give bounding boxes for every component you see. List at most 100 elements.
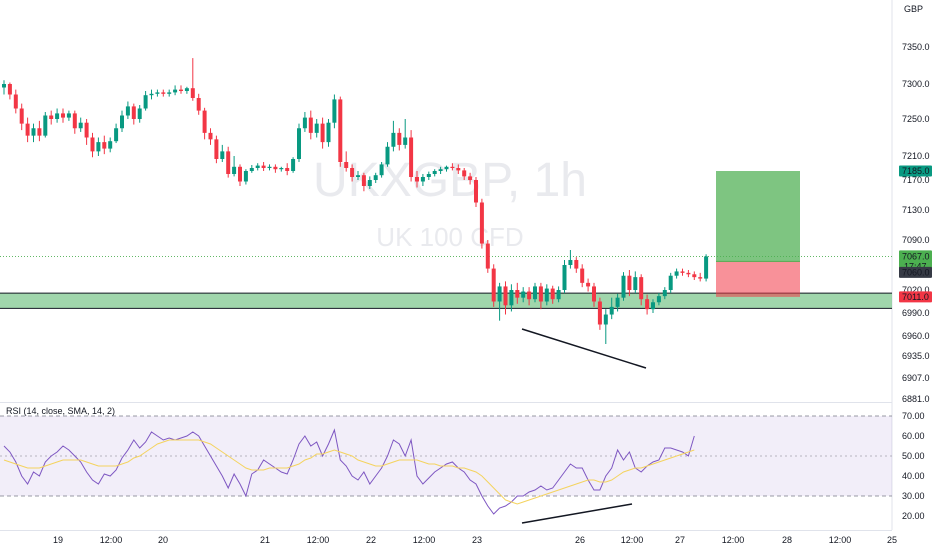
candle-body[interactable]	[562, 265, 567, 290]
candle-body[interactable]	[7, 84, 12, 95]
candle-body[interactable]	[668, 275, 673, 290]
candle-body[interactable]	[426, 174, 431, 177]
candle-body[interactable]	[550, 288, 555, 300]
candle-body[interactable]	[66, 113, 71, 118]
candle-body[interactable]	[568, 260, 573, 265]
candle-body[interactable]	[527, 291, 532, 300]
candle-body[interactable]	[125, 106, 130, 116]
candle-body[interactable]	[31, 128, 36, 136]
support-zone[interactable]	[0, 293, 892, 309]
candle-body[interactable]	[214, 139, 219, 159]
candle-body[interactable]	[196, 98, 201, 111]
candle-body[interactable]	[143, 95, 148, 109]
candle-body[interactable]	[391, 132, 396, 147]
candle-body[interactable]	[297, 128, 301, 159]
candle-body[interactable]	[485, 243, 490, 269]
candle-body[interactable]	[202, 110, 207, 133]
candle-body[interactable]	[332, 99, 337, 123]
candle-body[interactable]	[521, 291, 526, 298]
candle-body[interactable]	[238, 166, 242, 182]
candle-body[interactable]	[232, 166, 237, 174]
candle-body[interactable]	[220, 151, 225, 159]
candle-body[interactable]	[574, 260, 579, 269]
candle-body[interactable]	[279, 168, 284, 170]
candle-body[interactable]	[627, 275, 632, 290]
candle-body[interactable]	[243, 171, 248, 182]
candle-body[interactable]	[273, 166, 278, 170]
candle-body[interactable]	[397, 132, 402, 145]
candle-body[interactable]	[415, 177, 419, 182]
candle-body[interactable]	[61, 113, 65, 118]
candle-body[interactable]	[662, 290, 667, 297]
candle-body[interactable]	[509, 290, 514, 306]
candle-body[interactable]	[84, 122, 89, 138]
candle-body[interactable]	[503, 286, 508, 306]
candle-body[interactable]	[698, 277, 703, 279]
candle-body[interactable]	[444, 166, 449, 170]
candle-body[interactable]	[131, 106, 136, 119]
rsi-divergence-line[interactable]	[521, 503, 633, 524]
candle-body[interactable]	[137, 108, 142, 120]
candle-body[interactable]	[19, 108, 24, 124]
candle-body[interactable]	[633, 277, 638, 290]
candle-body[interactable]	[350, 168, 355, 177]
candle-body[interactable]	[167, 92, 172, 94]
candle-body[interactable]	[556, 290, 561, 300]
candle-body[interactable]	[432, 171, 437, 174]
candle-body[interactable]	[96, 142, 101, 152]
candle-body[interactable]	[474, 180, 478, 203]
long-position-profit-zone[interactable]	[716, 171, 800, 262]
candle-body[interactable]	[373, 175, 378, 180]
candle-body[interactable]	[491, 268, 496, 302]
candle-body[interactable]	[344, 162, 349, 168]
candle-body[interactable]	[149, 93, 154, 96]
candle-body[interactable]	[385, 146, 390, 165]
candle-body[interactable]	[603, 314, 608, 325]
candle-body[interactable]	[326, 122, 331, 143]
candle-body[interactable]	[208, 132, 213, 140]
candle-body[interactable]	[55, 113, 60, 119]
candle-body[interactable]	[120, 115, 124, 129]
candle-body[interactable]	[409, 137, 414, 178]
candle-body[interactable]	[37, 128, 42, 136]
candle-body[interactable]	[680, 271, 685, 273]
candle-body[interactable]	[179, 89, 183, 91]
candle-body[interactable]	[621, 275, 626, 298]
candle-body[interactable]	[456, 168, 461, 171]
candle-body[interactable]	[704, 256, 709, 279]
candle-body[interactable]	[544, 288, 549, 302]
candle-body[interactable]	[184, 88, 189, 91]
candle-body[interactable]	[609, 306, 614, 315]
candle-body[interactable]	[25, 123, 30, 136]
candle-body[interactable]	[114, 128, 119, 142]
candle-body[interactable]	[645, 299, 650, 310]
candle-body[interactable]	[438, 169, 443, 171]
candle-body[interactable]	[597, 301, 602, 325]
candle-body[interactable]	[367, 180, 372, 186]
candle-body[interactable]	[338, 99, 343, 162]
candle-body[interactable]	[586, 282, 591, 287]
candle-body[interactable]	[639, 277, 644, 300]
candle-body[interactable]	[261, 165, 266, 168]
candle-body[interactable]	[686, 272, 691, 275]
candle-body[interactable]	[190, 88, 195, 98]
candle-body[interactable]	[497, 286, 502, 302]
candle-body[interactable]	[72, 113, 77, 129]
candle-body[interactable]	[692, 274, 697, 278]
candle-body[interactable]	[173, 89, 178, 93]
candle-body[interactable]	[314, 123, 319, 133]
candle-body[interactable]	[43, 115, 48, 136]
candle-body[interactable]	[249, 168, 254, 171]
candle-body[interactable]	[533, 286, 537, 300]
candle-body[interactable]	[361, 175, 366, 186]
candle-body[interactable]	[90, 137, 95, 152]
candle-body[interactable]	[320, 123, 325, 143]
price-divergence-line[interactable]	[521, 328, 647, 369]
candle-body[interactable]	[356, 175, 360, 177]
candle-body[interactable]	[102, 142, 107, 149]
candle-body[interactable]	[651, 302, 655, 310]
candle-body[interactable]	[255, 165, 260, 168]
candle-body[interactable]	[285, 168, 290, 171]
